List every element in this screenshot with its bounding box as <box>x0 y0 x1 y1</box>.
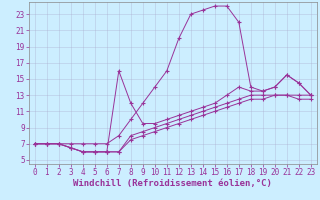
X-axis label: Windchill (Refroidissement éolien,°C): Windchill (Refroidissement éolien,°C) <box>73 179 272 188</box>
